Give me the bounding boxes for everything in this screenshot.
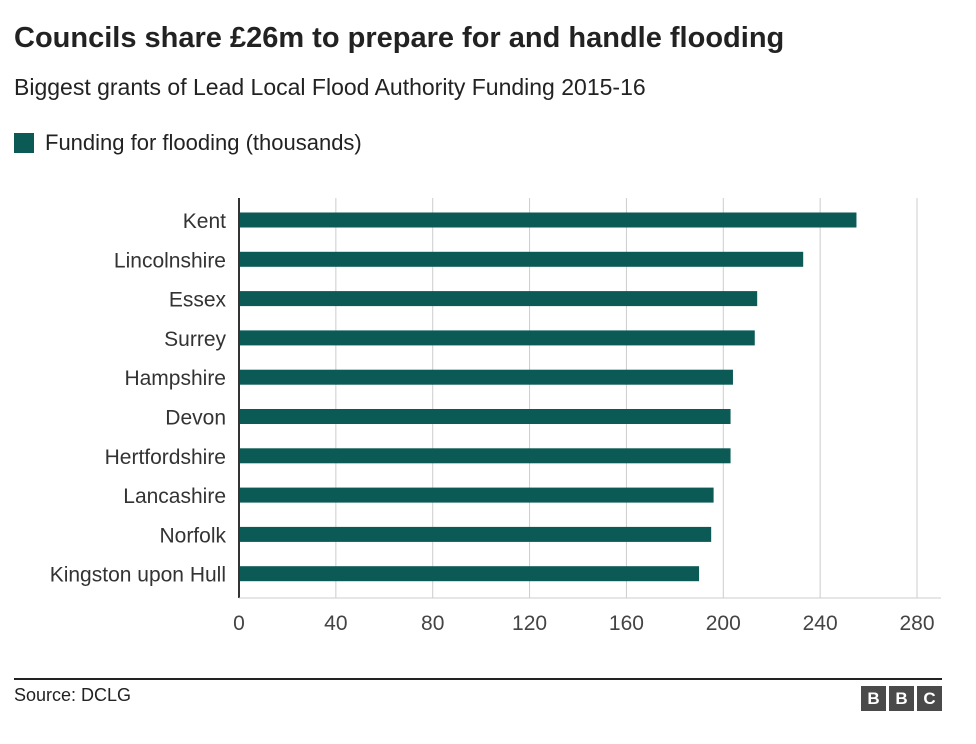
category-label: Surrey [164, 328, 226, 351]
source-note: Source: DCLG [14, 685, 132, 705]
category-label: Norfolk [159, 524, 226, 547]
legend-label: Funding for flooding (thousands) [45, 130, 362, 155]
x-tick-label: 80 [421, 612, 444, 635]
bar [239, 330, 755, 346]
category-label: Kent [183, 210, 226, 233]
bar [239, 212, 857, 228]
bar [239, 369, 733, 385]
x-tick-label: 160 [609, 612, 644, 635]
bbc-logo-letter: B [889, 686, 914, 711]
x-tick-label: 240 [803, 612, 838, 635]
category-label: Devon [165, 407, 226, 430]
category-label: Lincolnshire [114, 249, 226, 272]
bar [239, 409, 731, 424]
bar [239, 448, 731, 464]
bar-chart: Kent Lincolnshire Essex Surrey Hampshire Devo… [50, 198, 941, 635]
chart-title: Councils share £26m to prepare for and h… [14, 22, 785, 54]
footer-divider [14, 678, 942, 680]
bbc-logo: B B C [861, 686, 942, 711]
bar [239, 487, 714, 503]
legend: Funding for flooding (thousands) [14, 130, 362, 156]
x-tick-label: 0 [233, 612, 245, 635]
category-label: Hampshire [124, 367, 226, 390]
bar [239, 526, 712, 542]
bar [239, 251, 804, 267]
bbc-logo-letter: B [861, 686, 886, 711]
bbc-logo-letter: C [917, 686, 942, 711]
category-label: Kingston upon Hull [50, 564, 226, 587]
category-label: Lancashire [123, 485, 226, 508]
chart-subtitle: Biggest grants of Lead Local Flood Autho… [14, 74, 646, 100]
bar [239, 566, 700, 582]
bar [239, 291, 758, 307]
x-tick-label: 280 [899, 612, 934, 635]
x-tick-label: 120 [512, 612, 547, 635]
category-label: Essex [169, 289, 227, 312]
legend-swatch [14, 133, 34, 153]
x-tick-label: 40 [324, 612, 347, 635]
x-tick-label: 200 [706, 612, 741, 635]
category-label: Hertfordshire [105, 446, 226, 469]
